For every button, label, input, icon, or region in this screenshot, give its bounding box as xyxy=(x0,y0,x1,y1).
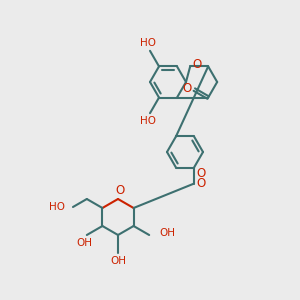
Text: HO: HO xyxy=(49,202,65,212)
Text: HO: HO xyxy=(140,116,156,126)
Text: O: O xyxy=(116,184,124,197)
Text: OH: OH xyxy=(77,238,93,248)
Text: O: O xyxy=(196,167,206,180)
Text: OH: OH xyxy=(110,256,126,266)
Text: O: O xyxy=(183,82,192,95)
Text: O: O xyxy=(196,177,206,190)
Text: HO: HO xyxy=(140,38,156,48)
Text: O: O xyxy=(193,58,202,71)
Text: OH: OH xyxy=(159,228,175,238)
